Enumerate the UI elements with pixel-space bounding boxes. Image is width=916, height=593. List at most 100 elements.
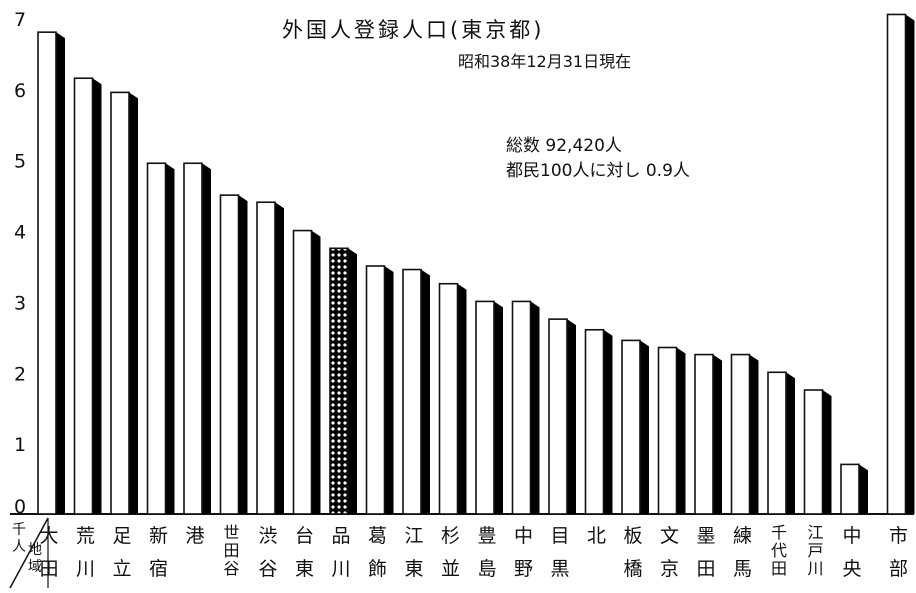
bar-荒川 xyxy=(73,77,102,515)
bar-face xyxy=(365,265,386,515)
y-tick-label: 6 xyxy=(14,80,26,102)
x-tick-label: 大田 xyxy=(39,525,58,580)
bar-練馬 xyxy=(730,353,759,515)
bar-shadow xyxy=(676,347,686,514)
y-tick-label: 1 xyxy=(14,434,26,456)
x-tick-char: 大 xyxy=(39,525,58,547)
bar-face xyxy=(402,268,422,515)
bar-face xyxy=(584,328,605,515)
x-tick-label: 世田谷 xyxy=(223,523,239,578)
bar-face xyxy=(256,201,276,515)
x-tick-char: 飾 xyxy=(368,558,387,580)
bar-shadow xyxy=(421,269,430,514)
bar-shadow xyxy=(822,390,832,514)
x-tick-char: 代 xyxy=(771,541,787,560)
y-tick-label: 3 xyxy=(14,292,26,314)
x-tick-label: 江東 xyxy=(404,525,423,580)
bar-shadow xyxy=(92,78,102,514)
bar-shadow xyxy=(749,354,759,514)
x-tick-char: 京 xyxy=(660,558,679,580)
bar-shadow xyxy=(603,329,613,514)
bar-shadow xyxy=(202,163,211,514)
x-tick-char: 馬 xyxy=(733,558,752,580)
x-tick-char: 荒 xyxy=(76,525,95,547)
x-tick-label: 練馬 xyxy=(733,525,752,580)
x-tick-char: 川 xyxy=(807,559,823,578)
corner-diagonal xyxy=(9,517,49,589)
x-tick-label: 渋谷 xyxy=(258,525,277,580)
x-tick-char: 港 xyxy=(185,525,204,547)
x-tick-char: 黒 xyxy=(550,558,569,580)
bar-face xyxy=(657,346,678,515)
bar-北 xyxy=(584,328,613,515)
bar-shadow xyxy=(275,202,284,514)
bar-shadow xyxy=(494,301,503,514)
bar-足立 xyxy=(110,91,138,515)
x-tick-char: 田 xyxy=(771,559,787,578)
bar-shadow xyxy=(786,372,795,514)
bar-shadow xyxy=(457,283,467,514)
bar-face xyxy=(183,162,203,515)
x-tick-char: 宿 xyxy=(149,558,168,580)
y-tick-label: 2 xyxy=(14,363,26,385)
x-axis-label: 地域 xyxy=(28,542,42,575)
x-tick-label: 墨田 xyxy=(696,525,715,580)
x-tick-char: 並 xyxy=(441,558,460,580)
x-tick-char: 新 xyxy=(149,525,168,547)
bar-shadow xyxy=(348,248,357,515)
bar-品川 xyxy=(329,247,357,515)
x-tick-char: 世 xyxy=(223,523,239,542)
bar-shadow xyxy=(311,230,321,515)
bar-face xyxy=(767,371,787,515)
bar-渋谷 xyxy=(256,201,284,515)
total-count-label: 総数 92,420人 xyxy=(506,136,622,156)
bar-江東 xyxy=(402,268,430,515)
bar-市部 xyxy=(886,13,915,515)
x-tick-char: 央 xyxy=(842,558,861,580)
bar-shadow xyxy=(905,14,915,514)
y-tick-label: 0 xyxy=(14,496,26,518)
x-tick-char: 練 xyxy=(733,525,752,547)
bar-shadow xyxy=(859,464,868,514)
x-tick-label: 品川 xyxy=(331,525,350,580)
bar-face xyxy=(621,339,641,515)
x-tick-label: 豊島 xyxy=(477,525,496,580)
x-tick-char: 田 xyxy=(696,558,715,580)
x-tick-char: 江 xyxy=(404,525,423,547)
bar-face xyxy=(886,13,907,515)
x-tick-label: 文京 xyxy=(660,525,679,580)
x-tick-char: 市 xyxy=(889,525,908,547)
x-tick-char: 墨 xyxy=(696,525,715,547)
x-tick-char: 野 xyxy=(514,558,533,580)
x-tick-char: 谷 xyxy=(258,558,277,580)
bar-face xyxy=(219,194,240,515)
x-tick-label: 中野 xyxy=(514,525,533,580)
x-tick-char: 葛 xyxy=(368,525,387,547)
x-tick-label: 板橋 xyxy=(623,525,642,580)
x-tick-label: 葛飾 xyxy=(368,525,387,580)
bar-shadow xyxy=(530,301,540,514)
bar-shadow xyxy=(165,163,175,514)
x-tick-label: 港 xyxy=(185,525,204,547)
x-tick-char: 文 xyxy=(660,525,679,547)
bar-shadow xyxy=(129,92,138,515)
totals-annotation: 総数 92,420人 都民100人に対し 0.9人 xyxy=(506,134,690,184)
x-tick-label: 目黒 xyxy=(550,525,569,580)
bar-中央 xyxy=(840,463,868,515)
x-tick-char: 島 xyxy=(477,558,496,580)
x-tick-char: 渋 xyxy=(258,525,277,547)
x-tick-char: 杉 xyxy=(441,525,460,547)
bar-shadow xyxy=(56,32,65,515)
bar-中野 xyxy=(511,300,540,515)
x-tick-char: 豊 xyxy=(477,525,496,547)
x-tick-char: 台 xyxy=(295,525,314,547)
x-tick-char: 足 xyxy=(112,525,131,547)
x-tick-char: 中 xyxy=(514,525,533,547)
bar-千代田 xyxy=(767,371,795,515)
x-tick-label: 千代田 xyxy=(771,523,787,578)
x-tick-char: 谷 xyxy=(223,559,239,578)
x-tick-char: 立 xyxy=(112,558,131,580)
bar-板橋 xyxy=(621,339,649,515)
x-tick-char: 川 xyxy=(76,558,95,580)
